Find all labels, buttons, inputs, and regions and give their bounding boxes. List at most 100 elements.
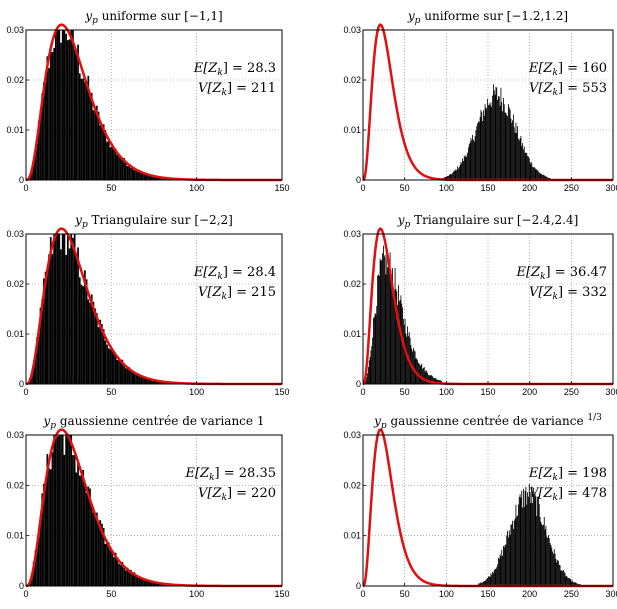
- histogram-bar: [403, 318, 404, 384]
- histogram-bar: [128, 571, 131, 586]
- histogram-bar: [84, 485, 86, 586]
- histogram-bar: [92, 110, 95, 180]
- histogram-bar: [483, 580, 485, 586]
- histogram-bar: [393, 288, 394, 384]
- histogram-bar: [548, 535, 549, 586]
- histogram-bar: [60, 249, 62, 384]
- histogram-bar: [46, 453, 49, 586]
- x-tick-label: 200: [522, 183, 537, 193]
- histogram-bar: [39, 307, 42, 384]
- histogram-bar: [46, 271, 49, 384]
- histogram-bar: [119, 157, 122, 180]
- histogram-bar: [542, 175, 543, 180]
- histogram-bar: [560, 570, 562, 586]
- histogram-bar: [499, 105, 501, 180]
- histogram-bar: [472, 134, 473, 180]
- histogram-bar: [506, 535, 508, 586]
- histogram-bar: [503, 545, 504, 586]
- x-tick-label: 100: [189, 589, 204, 599]
- histogram-bar: [140, 578, 143, 586]
- histogram-bar: [82, 469, 85, 586]
- histogram-bar: [504, 545, 506, 586]
- x-tick-label: 150: [480, 589, 495, 599]
- histogram-bar: [446, 176, 448, 180]
- histogram-bar: [568, 577, 570, 586]
- histogram-bar: [461, 163, 463, 180]
- histogram-bar: [65, 435, 67, 586]
- histogram-bar: [520, 497, 522, 586]
- histogram-bar: [402, 307, 403, 384]
- histogram-bar: [386, 250, 388, 384]
- histogram-bar: [154, 176, 156, 180]
- histogram-bar: [97, 522, 100, 586]
- histogram-bar: [92, 301, 95, 384]
- histogram-bar: [119, 359, 122, 384]
- histogram-bar: [550, 545, 552, 586]
- histogram-bar: [497, 99, 498, 180]
- panel-title: yp gaussienne centrée de variance 1: [43, 414, 265, 431]
- histogram-bar: [85, 492, 88, 586]
- histogram-bar: [82, 286, 85, 384]
- histogram-bar: [32, 160, 35, 180]
- histogram-bar: [462, 158, 463, 180]
- histogram-bar: [114, 552, 117, 586]
- histogram-bar: [518, 140, 520, 180]
- histogram-bar: [133, 371, 136, 384]
- histogram-bar: [154, 380, 156, 384]
- histogram-bar: [501, 102, 503, 180]
- stat-variance: V[Zk] = 211: [198, 81, 276, 98]
- histogram-bar: [558, 560, 559, 586]
- histogram-bar: [566, 575, 568, 586]
- histogram-bar: [398, 285, 399, 384]
- histogram-bar: [77, 247, 79, 384]
- histogram-bar: [498, 557, 499, 586]
- histogram-bar: [488, 105, 489, 180]
- histogram-bar: [488, 103, 490, 180]
- histogram-bar: [481, 112, 483, 180]
- histogram-bar: [448, 174, 450, 180]
- histogram-bar: [512, 520, 513, 586]
- histogram-bar: [142, 578, 144, 586]
- histogram-bar: [104, 130, 107, 180]
- y-tick-label: 0: [19, 379, 24, 389]
- histogram-bar: [428, 375, 430, 384]
- histogram-bar: [526, 152, 528, 180]
- histogram-bar: [530, 503, 532, 586]
- histogram-bar: [521, 146, 523, 180]
- histogram-bar: [142, 172, 144, 180]
- histogram-bar: [97, 327, 100, 384]
- x-tick-label: 50: [106, 589, 116, 599]
- histogram-bar: [457, 166, 458, 180]
- histogram-bar: [60, 435, 62, 586]
- histogram-bar: [418, 363, 420, 384]
- stat-expectation: E[Zk] = 198: [528, 466, 607, 483]
- histogram: [442, 84, 551, 180]
- histogram-bar: [541, 524, 543, 586]
- histogram-bar: [538, 171, 539, 180]
- histogram-bar: [485, 107, 487, 180]
- histogram-bar: [43, 82, 45, 180]
- histogram-bar: [488, 576, 489, 586]
- y-tick-label: 0.02: [343, 279, 361, 289]
- histogram-bar: [34, 149, 37, 180]
- histogram-bar: [372, 337, 373, 384]
- histogram-bar: [147, 378, 149, 384]
- y-tick-label: 0.01: [343, 329, 361, 339]
- stat-variance: V[Zk] = 220: [198, 486, 276, 503]
- histogram-bar: [143, 173, 146, 180]
- stat-expectation: E[Zk] = 28.4: [193, 265, 276, 282]
- histogram-bar: [545, 176, 547, 180]
- panel-title: yp uniforme sur [−1,1]: [84, 9, 222, 26]
- histogram-bar: [99, 520, 102, 586]
- histogram-bar: [447, 175, 448, 180]
- x-tick-label: 150: [274, 589, 289, 599]
- histogram-bar: [61, 234, 64, 384]
- histogram-bar: [34, 356, 37, 384]
- histogram-bar: [489, 105, 491, 180]
- histogram-bar: [138, 576, 141, 586]
- histogram-bar: [379, 258, 381, 384]
- histogram-bar: [123, 158, 125, 180]
- histogram-bar: [387, 267, 388, 384]
- histogram-bar: [396, 291, 398, 384]
